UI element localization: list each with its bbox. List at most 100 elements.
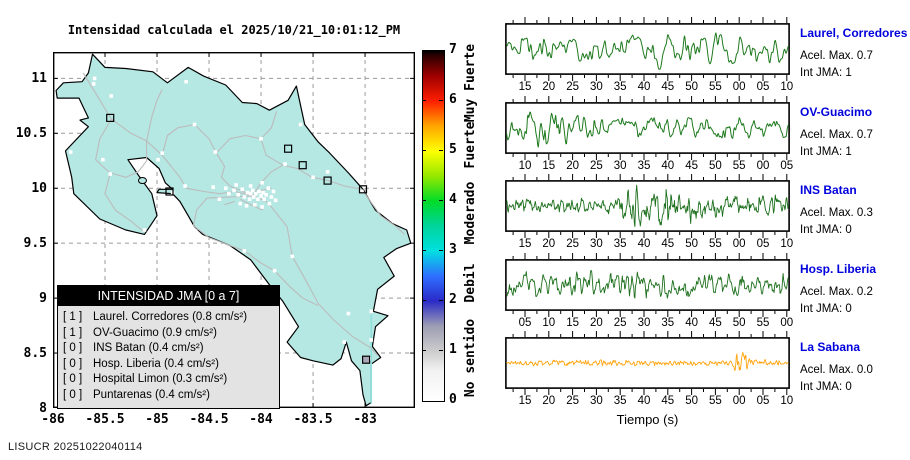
map-y-tick-label: 9.5 — [23, 236, 47, 252]
road-line — [104, 172, 145, 233]
map-y-tick-label: 8 — [39, 401, 47, 416]
map-x-tick-label: -86 — [41, 412, 65, 427]
station-marker — [240, 187, 245, 192]
seismogram-4 — [505, 253, 790, 317]
trace-x-tick-label: 35 — [637, 160, 651, 172]
station-marker — [248, 184, 253, 188]
trace-x-tick-label: 55 — [708, 81, 722, 93]
colorbar-category-label: Debil — [463, 262, 478, 303]
station-marker — [271, 189, 276, 194]
station-marker — [211, 185, 215, 189]
trace-x-tick-label: 55 — [756, 317, 770, 329]
colorbar-category-label: Fuerte — [463, 121, 478, 169]
trace-accel-max: Acel. Max. 0.7 — [800, 129, 873, 141]
trace-x-tick-label: 45 — [661, 81, 675, 93]
trace-x-tick-label: 35 — [661, 317, 675, 329]
road-line — [260, 138, 284, 166]
colorbar-tick-label: 2 — [449, 292, 457, 307]
station-marker — [369, 338, 374, 342]
trace-accel-max: Acel. Max. 0.2 — [800, 286, 873, 298]
station-marker — [264, 193, 268, 197]
station-marker — [238, 201, 242, 206]
trace-box — [505, 102, 790, 154]
trace-x-tick-label: 25 — [566, 395, 579, 407]
trace-accel-max: Acel. Max. 0.3 — [800, 207, 873, 219]
station-marker-open — [323, 176, 332, 185]
station-marker — [109, 94, 114, 98]
trace-accel-max: Acel. Max. 0.0 — [800, 364, 873, 376]
trace-x-tick-label: 55 — [732, 160, 746, 172]
colorbar-tick — [439, 100, 443, 101]
trace-box — [505, 259, 790, 311]
trace-x-tick-label: 20 — [542, 395, 556, 407]
station-marker — [261, 190, 265, 195]
trace-int-jma: Int JMA: 1 — [800, 146, 852, 158]
road-line — [224, 200, 236, 206]
station-marker — [262, 197, 266, 201]
station-marker — [260, 205, 264, 209]
trace-x-tick-label: 15 — [566, 317, 579, 329]
station-marker — [369, 309, 374, 314]
station-marker-gray — [362, 355, 371, 364]
road-line — [161, 123, 231, 187]
island-chira — [137, 177, 147, 185]
station-marker — [283, 162, 287, 166]
map-y-tick-label: 9 — [39, 291, 47, 307]
station-marker — [236, 193, 240, 197]
colorbar-tick — [422, 200, 426, 201]
trace-x-tick-label: 15 — [542, 160, 556, 172]
map-x-tick-label: -83 — [353, 412, 377, 427]
station-marker — [259, 194, 263, 198]
trace-x-tick-label: 05 — [518, 317, 532, 329]
colorbar-tick — [439, 150, 443, 151]
trace-x-tick-label: 50 — [685, 395, 698, 407]
colorbar-tick — [439, 200, 443, 201]
station-marker — [92, 76, 97, 81]
station-marker — [142, 228, 147, 232]
trace-int-jma: Int JMA: 1 — [800, 67, 852, 79]
station-marker — [234, 183, 238, 187]
colorbar-tick — [422, 250, 426, 251]
trace-x-tick-label: 45 — [661, 395, 675, 407]
station-marker — [245, 190, 250, 195]
road-line — [239, 198, 264, 211]
waveform-line — [506, 351, 789, 371]
station-marker — [184, 79, 188, 84]
station-marker — [269, 195, 274, 199]
trace-int-jma: Int JMA: 0 — [800, 381, 852, 393]
trace-x-tick-label: 20 — [542, 81, 556, 93]
trace-accel-max: Acel. Max. 0.7 — [800, 50, 873, 62]
trace-x-tick-label: 45 — [708, 317, 722, 329]
map-x-tick-label: -84 — [249, 412, 273, 427]
trace-int-jma: Int JMA: 0 — [800, 303, 852, 315]
legend-entry-intensity: [ 1 ] — [63, 311, 83, 323]
station-marker — [242, 249, 247, 253]
colorbar-tick — [422, 300, 426, 301]
station-marker — [360, 189, 364, 194]
station-marker — [266, 186, 271, 190]
trace-x-tick-label: 00 — [732, 395, 746, 407]
costa-rica-map — [53, 52, 415, 408]
trace-x-tick-label: 35 — [613, 238, 627, 250]
station-marker — [298, 122, 303, 127]
trace-x-tick-label: 50 — [732, 317, 746, 329]
station-marker — [183, 184, 187, 188]
trace-box — [505, 180, 790, 232]
trace-x-tick-label: 25 — [589, 160, 603, 172]
station-marker — [232, 188, 236, 193]
map-title: Intensidad calculada el 2025/10/21_10:01… — [67, 23, 401, 37]
trace-x-tick-label: 00 — [756, 160, 770, 172]
trace-x-tick-label: 40 — [685, 317, 698, 329]
legend-entry: [ 0 ] Puntarenas (0.4 cm/s²) — [63, 388, 274, 404]
legend-title: INTENSIDAD JMA [0 a 7] — [58, 286, 279, 306]
trace-x-tick-label: 00 — [780, 317, 794, 329]
station-marker — [213, 150, 218, 154]
colorbar-tick-label: 3 — [449, 242, 457, 257]
colorbar-tick — [422, 150, 426, 151]
waveform-line — [506, 269, 789, 299]
trace-x-tick-label: 35 — [613, 395, 627, 407]
station-marker-open — [358, 185, 368, 194]
trace-x-tick-label: 55 — [708, 238, 722, 250]
legend-entry-station: Hospital Limon (0.3 cm/s²) — [93, 373, 228, 385]
